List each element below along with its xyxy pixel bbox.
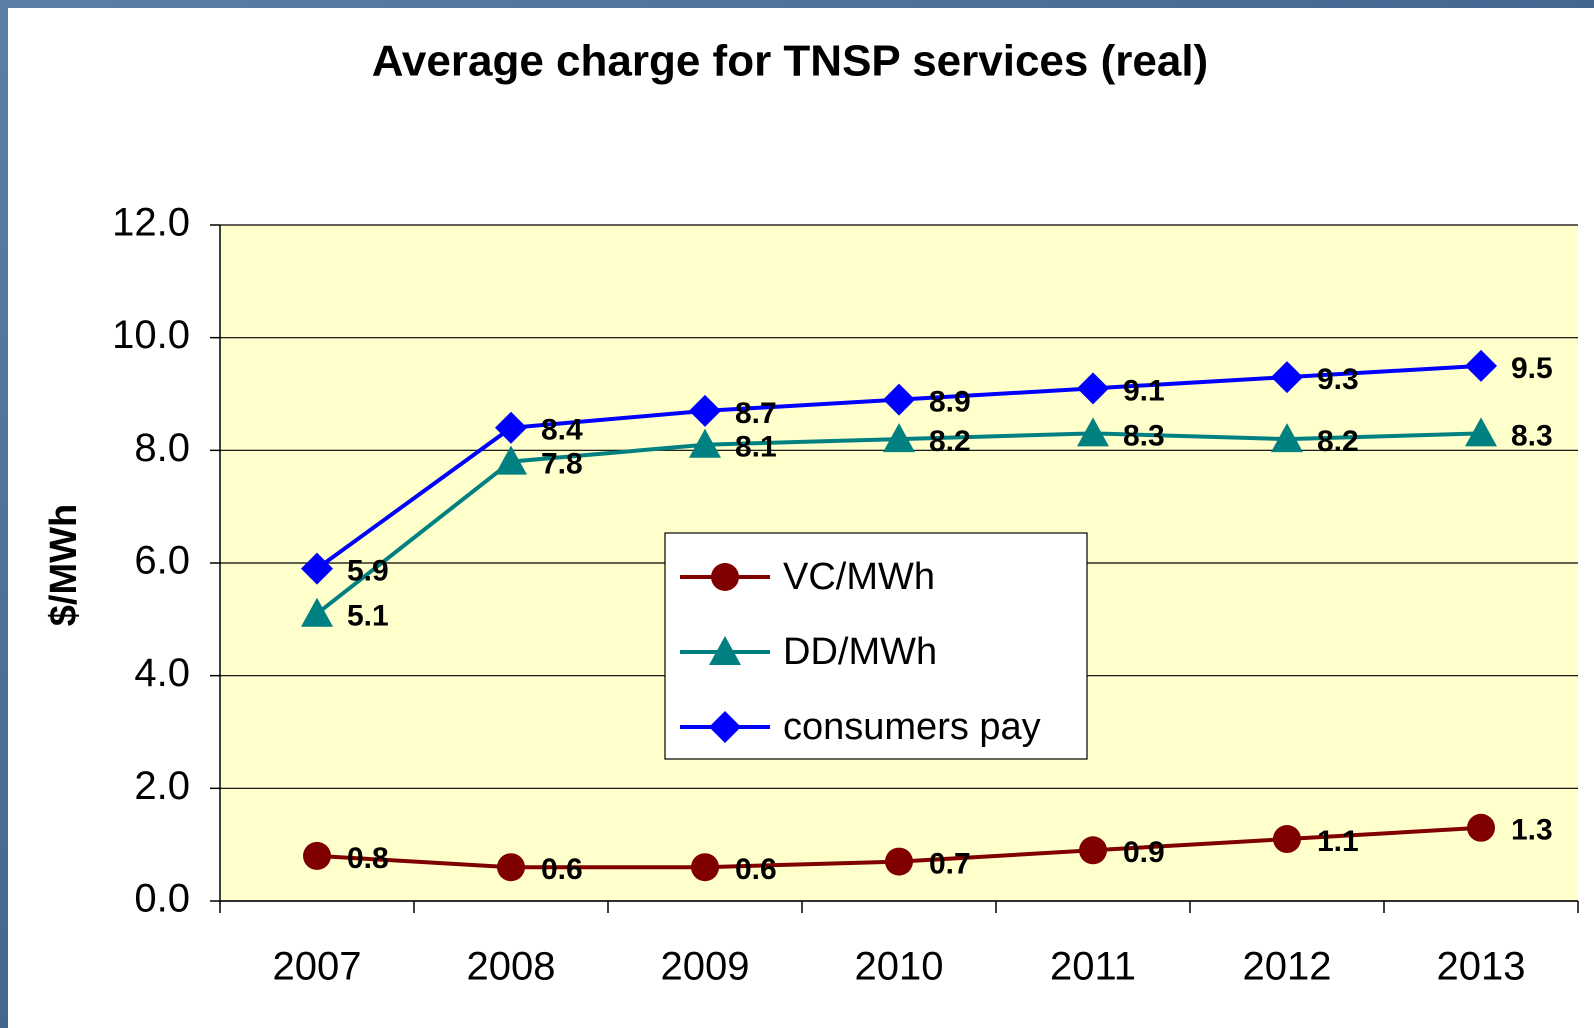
- marker: [495, 411, 527, 444]
- data-label: 5.9: [347, 555, 389, 588]
- data-label: 0.6: [541, 853, 583, 886]
- y-tick-label: 10.0: [112, 313, 190, 357]
- x-tick-label: 2009: [661, 945, 750, 989]
- x-tick-label: 2013: [1437, 945, 1526, 989]
- data-label: 9.3: [1317, 363, 1359, 396]
- marker: [689, 428, 721, 458]
- marker: [883, 423, 915, 453]
- y-tick-label: 12.0: [112, 201, 190, 245]
- x-tick-label: 2008: [467, 945, 556, 989]
- y-tick-label: 2.0: [134, 764, 190, 808]
- x-tick-label: 2007: [273, 945, 362, 989]
- marker: [691, 853, 719, 882]
- marker: [1465, 349, 1497, 382]
- marker: [1077, 417, 1109, 447]
- marker: [711, 563, 739, 591]
- legend-label: DD/MWh: [783, 631, 937, 673]
- x-tick-label: 2010: [855, 945, 944, 989]
- data-label: 8.3: [1123, 419, 1165, 452]
- data-label: 9.5: [1511, 352, 1553, 385]
- data-label: 8.7: [735, 397, 777, 430]
- data-label: 0.6: [735, 853, 777, 886]
- data-label: 5.1: [347, 600, 389, 633]
- marker: [1271, 361, 1303, 394]
- marker: [495, 445, 527, 475]
- marker: [301, 597, 333, 627]
- data-label: 0.9: [1123, 836, 1165, 869]
- data-label: 8.1: [735, 431, 777, 464]
- data-label: 1.1: [1317, 825, 1359, 858]
- marker: [689, 394, 721, 427]
- data-label: 8.2: [1317, 425, 1359, 458]
- marker: [709, 711, 741, 743]
- marker: [1077, 372, 1109, 405]
- marker: [301, 552, 333, 585]
- data-label: 8.4: [541, 414, 583, 447]
- marker: [303, 841, 331, 870]
- x-tick-label: 2011: [1050, 945, 1136, 989]
- data-label: 9.1: [1123, 374, 1165, 407]
- marker: [1079, 836, 1107, 865]
- marker: [1271, 423, 1303, 453]
- marker: [883, 383, 915, 416]
- data-label: 7.8: [541, 448, 583, 481]
- legend-label: VC/MWh: [783, 556, 935, 598]
- y-tick-label: 8.0: [134, 426, 190, 470]
- y-axis-label: $/MWh: [43, 504, 85, 626]
- data-label: 8.9: [929, 386, 971, 419]
- y-tick-label: 4.0: [134, 651, 190, 695]
- marker: [1465, 417, 1497, 447]
- x-tick-label: 2012: [1243, 945, 1332, 989]
- data-label: 8.3: [1511, 419, 1553, 452]
- marker: [497, 853, 525, 882]
- marker: [885, 847, 913, 876]
- data-label: 0.8: [347, 842, 389, 875]
- marker: [1273, 825, 1301, 854]
- y-tick-label: 0.0: [134, 877, 190, 921]
- data-label: 8.2: [929, 425, 971, 458]
- marker: [709, 636, 741, 665]
- data-label: 0.7: [929, 847, 971, 880]
- legend-label: consumers pay: [783, 706, 1041, 748]
- y-tick-label: 6.0: [134, 539, 190, 583]
- data-label: 1.3: [1511, 814, 1553, 847]
- marker: [1467, 813, 1495, 842]
- chart-title: Average charge for TNSP services (real): [372, 37, 1208, 86]
